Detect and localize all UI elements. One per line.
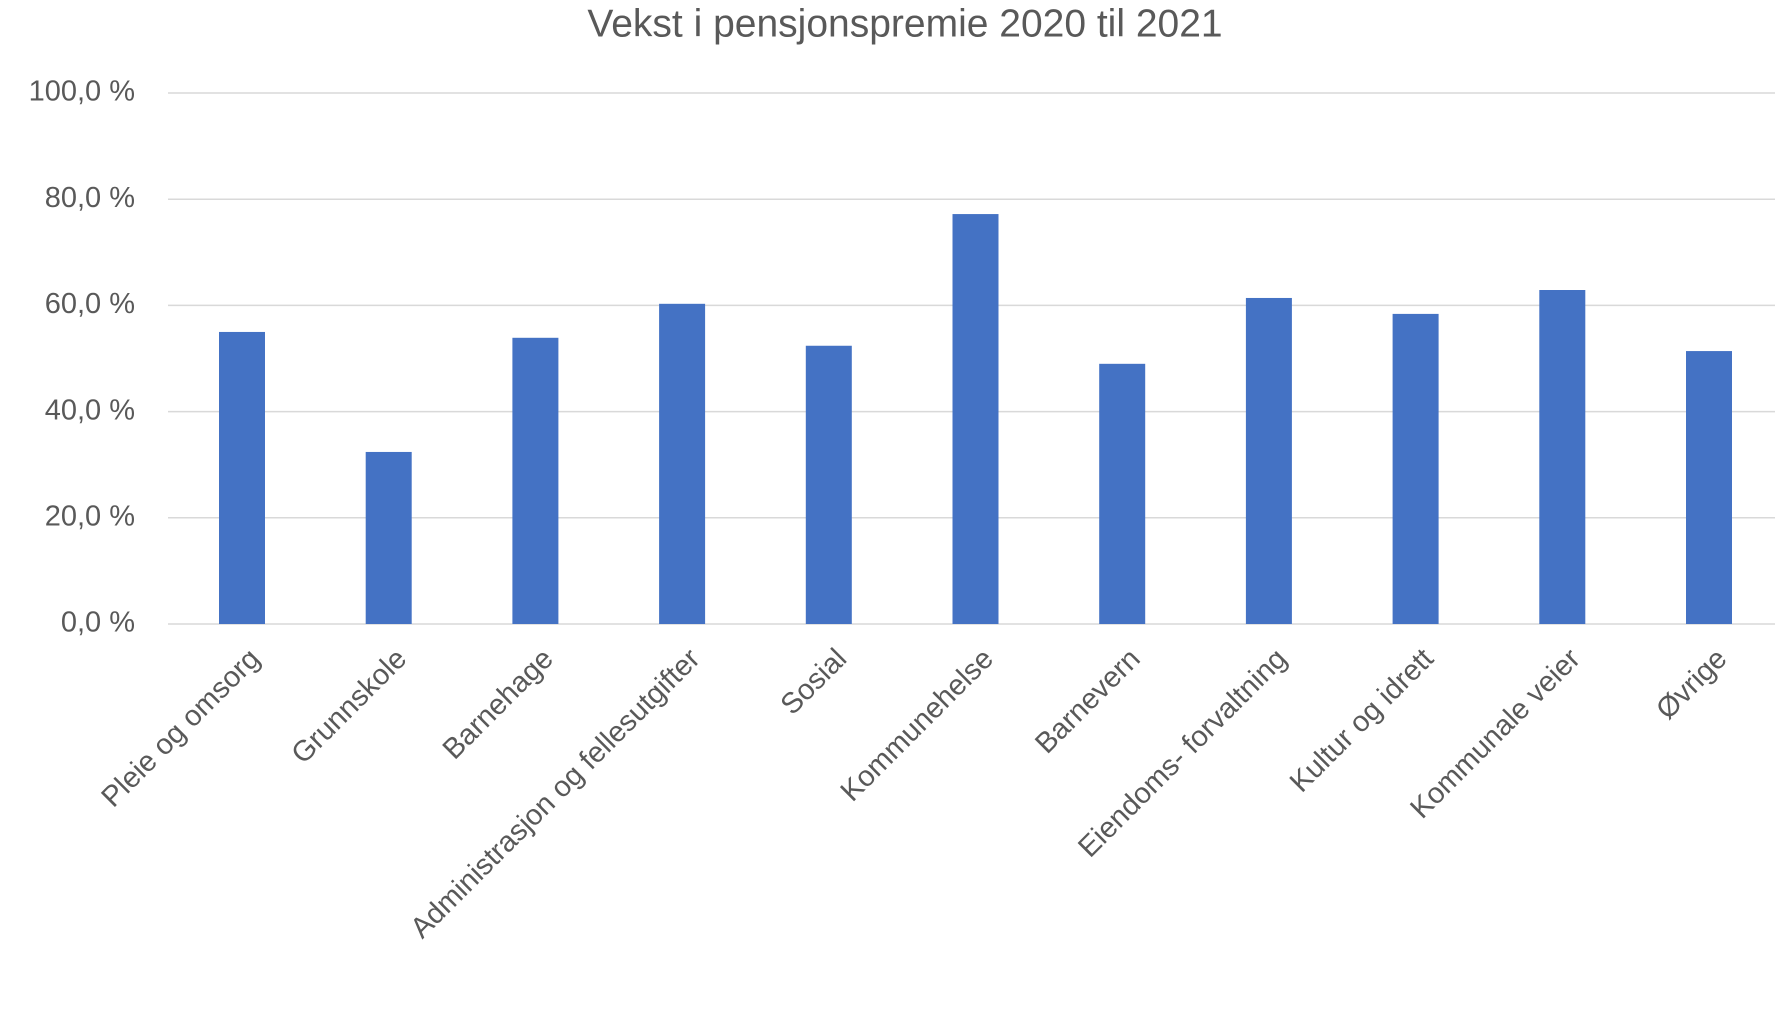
x-tick-label: Pleie og omsorg: [96, 643, 267, 814]
y-tick-label: 80,0 %: [45, 182, 135, 214]
bar: [659, 303, 706, 624]
bar: [512, 337, 559, 624]
bar: [1686, 351, 1732, 624]
x-tick-label: Kultur og idrett: [1284, 643, 1440, 799]
x-tick-label: Øvrige: [1650, 643, 1733, 726]
x-tick-label: Kommunehelse: [835, 643, 1000, 808]
chart-title: Vekst i pensjonspremie 2020 til 2021: [587, 2, 1222, 45]
x-tick-label: Sosial: [775, 643, 853, 721]
y-tick-label: 20,0 %: [45, 500, 135, 532]
y-tick-label: 100,0 %: [29, 76, 135, 108]
bar: [365, 451, 412, 624]
x-tick-label: Administrasjon og fellesutgifter: [405, 643, 707, 945]
y-tick-label: 0,0 %: [61, 607, 135, 639]
bar: [1099, 363, 1146, 624]
bar: [1245, 297, 1292, 624]
bar: [219, 331, 265, 624]
x-tick-label: Barnehage: [437, 643, 560, 766]
x-tick-label: Barnevern: [1029, 643, 1146, 760]
bar: [1539, 290, 1586, 624]
y-tick-label: 60,0 %: [45, 288, 135, 320]
bar: [805, 345, 852, 624]
x-tick-label: Grunnskole: [286, 643, 414, 771]
bar: [1392, 313, 1439, 624]
y-tick-label: 40,0 %: [45, 394, 135, 426]
bar: [952, 214, 999, 624]
